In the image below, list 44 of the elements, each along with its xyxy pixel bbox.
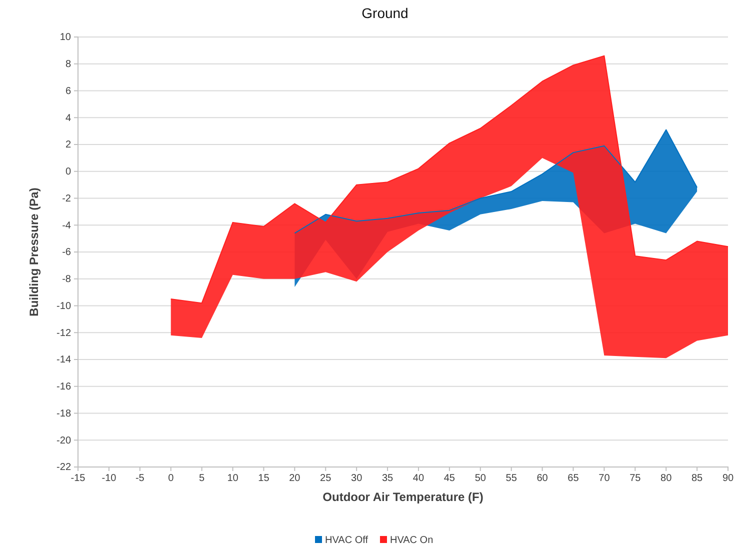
x-tick-label: 5	[199, 473, 206, 484]
y-tick-label: -18	[56, 408, 72, 420]
x-tick-label: -10	[102, 473, 117, 484]
y-tick-label: -6	[62, 247, 72, 258]
y-axis-title: Building Pressure (Pa)	[27, 188, 41, 316]
y-tick-label: -4	[62, 220, 72, 232]
y-tick-label: 0	[65, 166, 72, 178]
x-tick-label: 85	[691, 473, 704, 484]
legend-label: HVAC Off	[325, 535, 368, 546]
x-tick-label: 80	[660, 473, 672, 484]
x-tick-label: 10	[227, 473, 239, 484]
x-tick-label: 55	[506, 473, 518, 484]
x-tick-label: 50	[474, 473, 486, 484]
legend-label: HVAC On	[390, 535, 434, 546]
x-tick-label: 75	[630, 473, 642, 484]
y-tick-label: 4	[65, 112, 72, 124]
y-tick-label: -16	[56, 382, 72, 393]
x-tick-label: 60	[536, 473, 548, 484]
y-tick-label: -10	[56, 300, 72, 312]
x-tick-label: 35	[382, 473, 394, 484]
x-tick-label: 90	[722, 473, 734, 484]
x-tick-label: -15	[70, 473, 86, 484]
x-tick-label: 0	[168, 473, 174, 484]
y-tick-label: -8	[62, 274, 72, 286]
x-tick-label: 65	[568, 473, 580, 484]
x-tick-label: 40	[412, 473, 424, 484]
x-tick-label: 45	[444, 473, 456, 484]
y-tick-label: 2	[65, 140, 72, 151]
y-tick-label: -22	[56, 462, 72, 474]
y-tick-label: -20	[56, 435, 72, 446]
x-axis-title: Outdoor Air Temperature (F)	[322, 490, 484, 504]
y-tick-label: 10	[60, 32, 72, 44]
x-tick-label: 20	[289, 473, 301, 484]
y-tick-label: 8	[65, 59, 72, 70]
x-tick-label: 25	[320, 473, 332, 484]
x-tick-label: 15	[258, 473, 270, 484]
chart-title: Ground	[362, 5, 408, 21]
x-tick-label: 30	[351, 473, 363, 484]
y-tick-label: -12	[56, 328, 72, 339]
y-tick-label: -14	[56, 354, 72, 366]
x-tick-label: -5	[135, 473, 145, 484]
y-tick-label: 6	[65, 86, 72, 97]
x-tick-label: 70	[598, 473, 610, 484]
y-tick-label: -2	[62, 193, 72, 204]
